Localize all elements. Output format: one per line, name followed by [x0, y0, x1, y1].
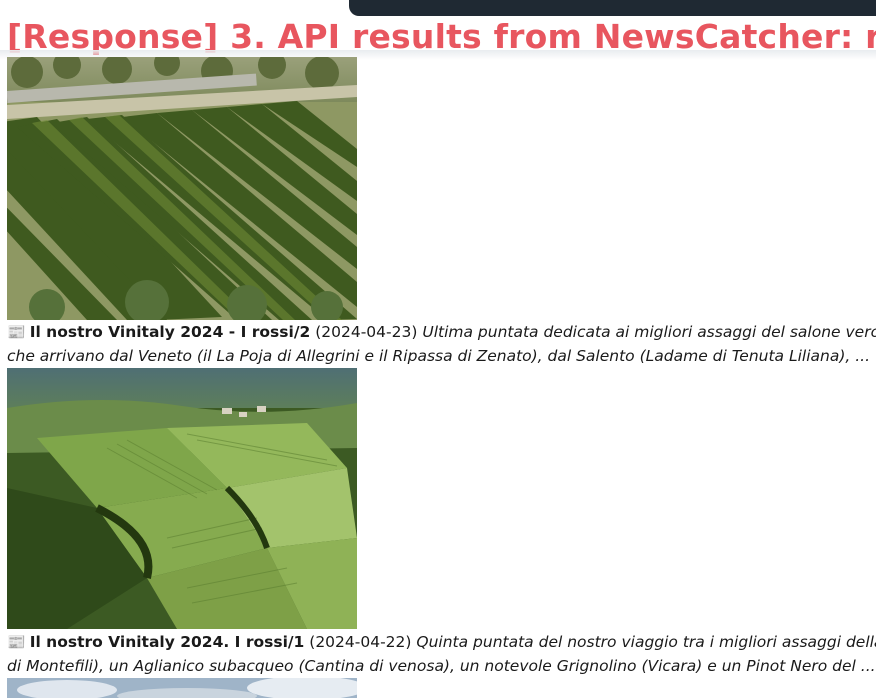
- article-line-1: 📰 Il nostro Vinitaly 2024. I rossi/1 (202…: [7, 630, 876, 654]
- article-item[interactable]: 📰 Il nostro Vinitaly 2024. I rossi/1 (202…: [7, 630, 876, 678]
- page-title: [Response] 3. API results from NewsCatch…: [7, 17, 876, 56]
- top-toolbar: [349, 0, 876, 16]
- article-description-continued: di Montefili), un Aglianico subacqueo (C…: [7, 657, 876, 675]
- article-date: (2024-04-22): [309, 633, 412, 651]
- newspaper-icon: 📰: [7, 323, 26, 341]
- newspaper-icon: 📰: [7, 633, 26, 651]
- article-date: (2024-04-23): [315, 323, 418, 341]
- article-description: Quinta puntata del nostro viaggio tra i …: [416, 633, 876, 651]
- article-thumbnail-vineyard-rows[interactable]: [7, 57, 357, 320]
- article-thumbnail-sky[interactable]: [7, 678, 357, 698]
- article-title[interactable]: Il nostro Vinitaly 2024. I rossi/1: [29, 633, 305, 651]
- header-shadow: [0, 50, 876, 60]
- article-title[interactable]: Il nostro Vinitaly 2024 - I rossi/2: [29, 323, 311, 341]
- article-description-continued: che arrivano dal Veneto (il La Poja di A…: [7, 347, 871, 365]
- article-item[interactable]: 📰 Il nostro Vinitaly 2024 - I rossi/2 (20…: [7, 320, 876, 368]
- article-line-1: 📰 Il nostro Vinitaly 2024 - I rossi/2 (20…: [7, 320, 876, 344]
- article-thumbnail-vineyard-hills[interactable]: [7, 368, 357, 629]
- article-description: Ultima puntata dedicata ai migliori assa…: [422, 323, 876, 341]
